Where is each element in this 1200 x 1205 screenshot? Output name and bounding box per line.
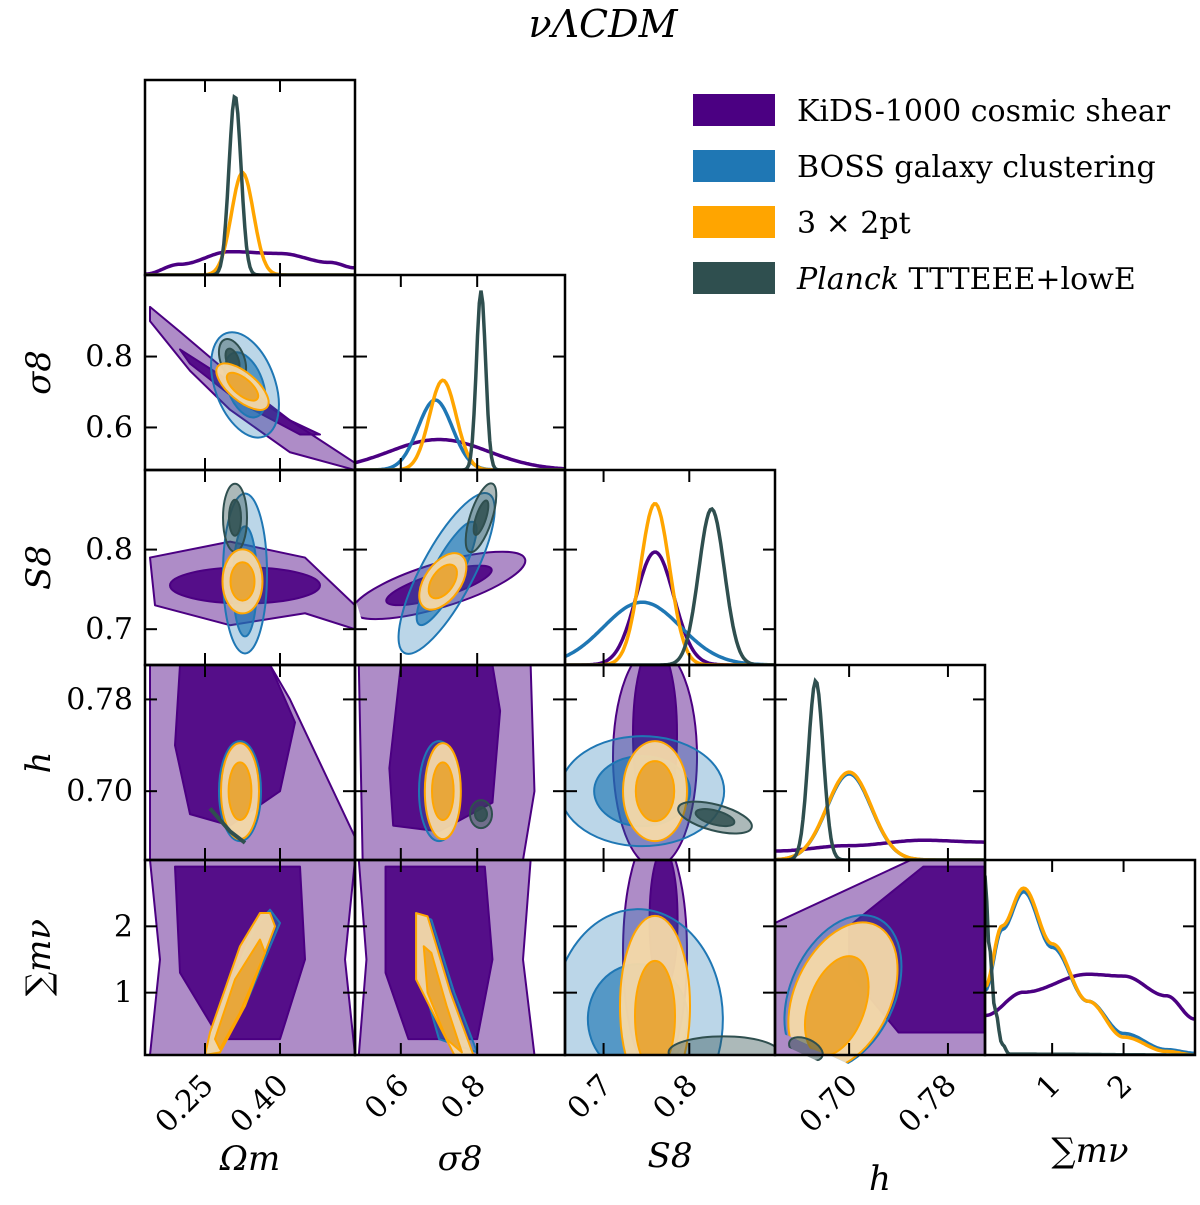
contour-h-s8-planck-68	[474, 806, 488, 823]
xtick-label-Om-1: 0.40	[224, 1068, 296, 1140]
contour-mnu-s8-pt-95	[415, 912, 475, 1055]
chart-title: νΛCDM	[529, 2, 679, 46]
xtick-label-mnu-0: 1	[1030, 1068, 1068, 1106]
contour-mnu-S8-pt-68	[634, 959, 676, 1055]
xtick-label-h-0: 0.70	[793, 1068, 865, 1140]
contour-mnu-Om-pt-68	[214, 938, 266, 1051]
panel-0-0	[143, 78, 357, 277]
contour-S8-Om-planck-68	[228, 498, 242, 537]
ytick-label-s8-0: 0.6	[85, 410, 133, 445]
contour-S8-Om-pt-68	[229, 561, 256, 602]
ylabel-S8: S8	[19, 545, 59, 590]
marginal-s8-boss	[355, 398, 565, 470]
contour-h-S8-pt-68	[634, 760, 676, 823]
legend-label-planck: Planck TTTEEE+lowE	[796, 262, 1136, 297]
contour-mnu-s8-pt-68	[422, 945, 463, 1054]
contour-mnu-S8-planck-95	[667, 1035, 775, 1055]
xlabel-h: h	[869, 1159, 891, 1199]
legend-swatch-planck	[693, 262, 775, 294]
xlabel-mnu: ∑mν	[1051, 1131, 1128, 1171]
ytick-label-mnu-1: 2	[114, 909, 133, 944]
xlabel-S8: S8	[648, 1136, 693, 1176]
ylabel-mnu: ∑mν	[19, 919, 59, 996]
xtick-label-h-1: 0.78	[892, 1068, 964, 1140]
ytick-label-h-1: 0.78	[66, 682, 133, 717]
ytick-label-s8-1: 0.8	[85, 340, 133, 375]
panel-4-4	[983, 858, 1197, 1057]
marginal-Om-pt	[145, 170, 355, 275]
xtick-label-Om-0: 0.25	[149, 1068, 221, 1140]
marginal-Om-planck	[145, 94, 355, 275]
marginal-h-planck	[775, 677, 985, 860]
legend-label-pt: 3 × 2pt	[797, 206, 911, 241]
marginal-mnu-boss	[985, 889, 1195, 1055]
contour-h-Om-planck	[208, 807, 247, 845]
legend-label-boss: BOSS galaxy clustering	[797, 150, 1156, 185]
contour-s8-Om-kids-95	[149, 305, 355, 470]
xtick-label-S8-1: 0.8	[646, 1068, 704, 1126]
ylabel-h: h	[19, 752, 59, 774]
contour-s8-Om-pt-68	[225, 371, 260, 402]
xlabel-Om: Ωm	[219, 1139, 280, 1179]
legend: KiDS-1000 cosmic shear BOSS galaxy cluste…	[693, 94, 1171, 297]
contour-S8-s8-pt-68	[427, 563, 458, 600]
legend-swatch-pt	[693, 206, 775, 238]
marginal-S8-boss	[565, 600, 775, 665]
xtick-label-S8-0: 0.7	[561, 1068, 619, 1126]
legend-swatch-boss	[693, 150, 775, 182]
contour-h-S8-planck-68	[694, 808, 736, 828]
marginal-s8-pt	[355, 378, 565, 470]
xlabel-s8: σ8	[438, 1139, 483, 1179]
ylabel-s8: σ8	[19, 350, 59, 395]
ytick-label-S8-1: 0.8	[85, 533, 133, 568]
marginal-h-kids	[775, 838, 985, 853]
contour-h-Om-pt-68	[227, 761, 253, 821]
xtick-label-s8-1: 0.8	[434, 1068, 492, 1126]
contour-h-s8-pt-68	[431, 761, 455, 821]
ytick-label-h-0: 0.70	[66, 774, 133, 809]
ytick-label-mnu-0: 1	[114, 976, 133, 1011]
marginal-Om-kids	[145, 249, 355, 275]
ytick-label-S8-0: 0.7	[85, 612, 133, 647]
marginal-h-pt	[775, 770, 985, 860]
marginal-mnu-pt	[985, 886, 1195, 1055]
legend-label-kids: KiDS-1000 cosmic shear	[797, 94, 1171, 129]
legend-swatch-kids	[693, 94, 775, 126]
xtick-label-mnu-1: 2	[1101, 1068, 1139, 1106]
marginal-mnu-kids	[985, 972, 1195, 1021]
contour-S8-s8-planck-68	[472, 499, 490, 536]
xtick-label-s8-0: 0.6	[358, 1068, 416, 1126]
